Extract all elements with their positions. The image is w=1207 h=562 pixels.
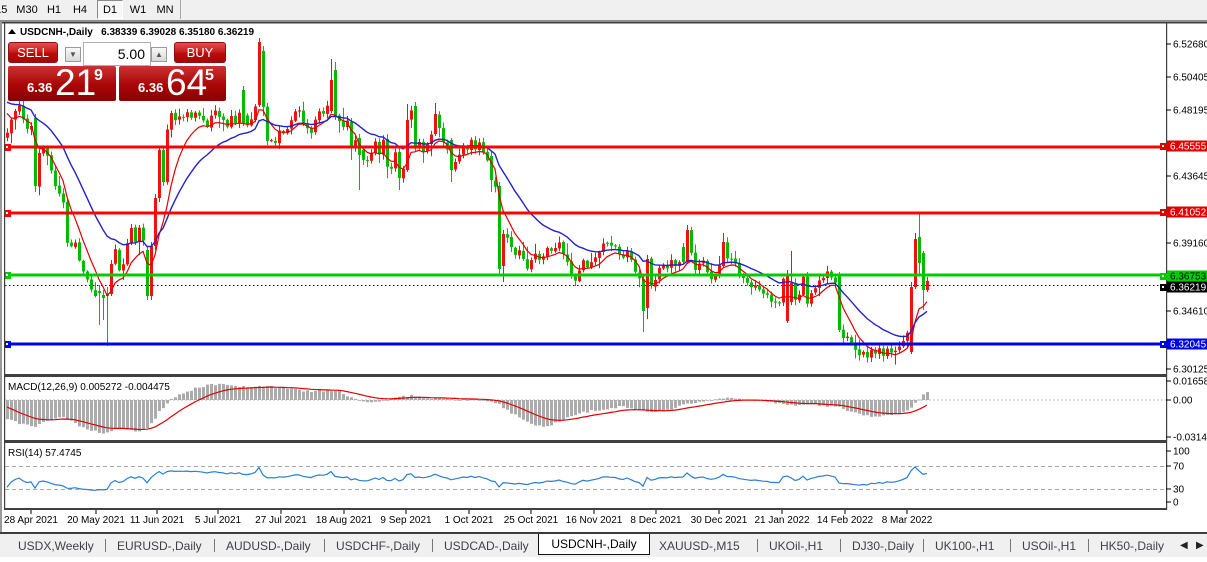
svg-text:6.48195: 6.48195 <box>1173 106 1207 117</box>
svg-text:8 Mar 2022: 8 Mar 2022 <box>882 515 933 526</box>
svg-text:21 Jan 2022: 21 Jan 2022 <box>754 515 809 526</box>
svg-text:8 Dec 2021: 8 Dec 2021 <box>630 515 682 526</box>
svg-text:5 Jul 2021: 5 Jul 2021 <box>195 515 242 526</box>
svg-text:30: 30 <box>1173 485 1185 496</box>
svg-text:18 Aug 2021: 18 Aug 2021 <box>316 515 373 526</box>
svg-text:RSI(14) 57.4745: RSI(14) 57.4745 <box>8 448 82 459</box>
svg-text:0.016586: 0.016586 <box>1173 377 1207 388</box>
svg-text:6.45555: 6.45555 <box>1170 142 1207 153</box>
svg-text:6.39160: 6.39160 <box>1173 239 1207 250</box>
svg-text:100: 100 <box>1173 447 1190 458</box>
svg-text:25 Oct 2021: 25 Oct 2021 <box>504 515 559 526</box>
svg-text:0.00: 0.00 <box>1173 396 1193 407</box>
svg-text:6.50405: 6.50405 <box>1173 73 1207 84</box>
svg-text:USDCNH-,Daily 6.38339 6.3902: USDCNH-,Daily 6.38339 6.39028 6.35180 6.… <box>20 27 254 38</box>
svg-text:6.34610: 6.34610 <box>1173 307 1207 318</box>
svg-text:6.43645: 6.43645 <box>1173 172 1207 183</box>
svg-text:6.30125: 6.30125 <box>1173 365 1207 376</box>
svg-text:1 Oct 2021: 1 Oct 2021 <box>445 515 494 526</box>
svg-text:27 Jul 2021: 27 Jul 2021 <box>255 515 307 526</box>
svg-text:-0.03142: -0.03142 <box>1173 433 1207 444</box>
svg-text:14 Feb 2022: 14 Feb 2022 <box>817 515 874 526</box>
svg-text:30 Dec 2021: 30 Dec 2021 <box>691 515 748 526</box>
svg-text:6.32045: 6.32045 <box>1170 340 1207 351</box>
svg-text:28 Apr 2021: 28 Apr 2021 <box>4 515 58 526</box>
svg-text:MACD(12,26,9) 0.005272 -0.0044: MACD(12,26,9) 0.005272 -0.004475 <box>8 382 170 393</box>
svg-text:6.41052: 6.41052 <box>1170 208 1207 219</box>
svg-text:0: 0 <box>1173 498 1179 509</box>
svg-text:6.36219: 6.36219 <box>1170 283 1207 294</box>
svg-text:11 Jun 2021: 11 Jun 2021 <box>130 515 185 526</box>
svg-text:6.36753: 6.36753 <box>1170 272 1207 283</box>
svg-text:70: 70 <box>1173 462 1185 473</box>
svg-text:6.52680: 6.52680 <box>1173 40 1207 51</box>
svg-text:20 May 2021: 20 May 2021 <box>67 515 125 526</box>
svg-text:9 Sep 2021: 9 Sep 2021 <box>380 515 432 526</box>
svg-text:16 Nov 2021: 16 Nov 2021 <box>566 515 623 526</box>
